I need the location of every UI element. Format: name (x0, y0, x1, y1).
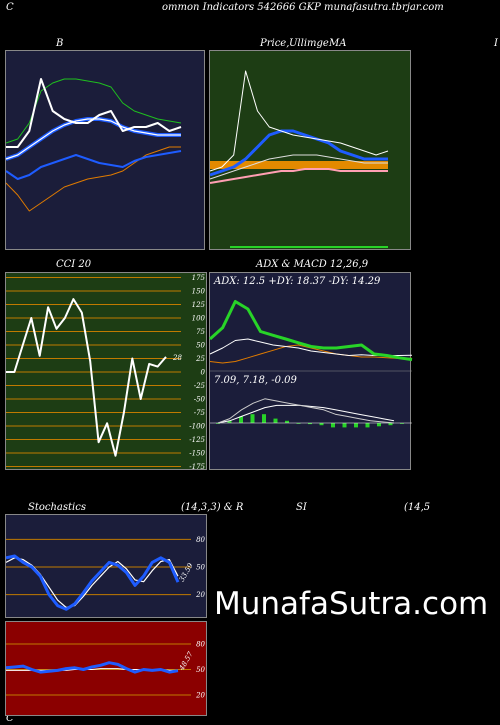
cci-tick-label: 50 (196, 342, 205, 350)
bb-title: B (56, 38, 64, 49)
macd-histogram-bar (319, 423, 324, 426)
cci-tick-label: -100 (189, 423, 205, 431)
watermark: MunafaSutra.com (214, 586, 489, 622)
cci-tick-label: 75 (196, 328, 205, 336)
macd-histogram-bar (239, 416, 243, 423)
bb-average-line (5, 150, 182, 180)
rsi-chart: 80 50 20 48.57 (5, 641, 206, 700)
price-close-line (209, 70, 389, 172)
cci-line (6, 298, 167, 457)
cci-tick-label: -125 (189, 436, 205, 444)
stoch-title: Stochastics (28, 502, 86, 513)
macd-histogram-bar (342, 423, 347, 428)
price-ma-short-line (209, 129, 388, 177)
stoch-k-line (5, 554, 180, 611)
rsi-tick-label: 50 (196, 666, 205, 674)
macd-histogram-bar (227, 420, 232, 423)
macd-histogram-bar (262, 414, 266, 423)
page-title: ommon Indicators 542666 GKP munafasutra.… (162, 2, 444, 13)
rsi-panel: 80 50 20 48.57 (5, 621, 207, 716)
cci-tick-label: 175 (192, 274, 206, 282)
price-volume-baseline (230, 246, 388, 248)
cci-tick-label: 0 (201, 369, 206, 377)
stoch-params: (14,3,3) & R (181, 502, 244, 513)
adx-panel: ADX: 12.5 +DY: 18.37 -DY: 14.29 7.09, 7.… (209, 272, 413, 470)
bb-panel (5, 50, 205, 250)
macd-histogram-bar (354, 423, 358, 428)
macd-histogram-bar (400, 423, 404, 424)
stoch-tick-label: 50 (196, 564, 205, 572)
rsi-tick-label: 20 (195, 692, 205, 700)
macd-line (217, 398, 395, 424)
macd-readout: 7.09, 7.18, -0.09 (214, 375, 297, 386)
macd-signal-line (217, 404, 395, 424)
macd-histogram-bar (377, 423, 381, 427)
macd-histogram-bar (250, 414, 255, 423)
price-edge-letter: I (494, 38, 498, 49)
stoch-tick-label: 80 (196, 536, 205, 544)
price-panel (209, 50, 411, 250)
macd-histogram-bar (296, 423, 301, 424)
price-ma-long-line (209, 168, 388, 184)
header-left-letter: C (6, 2, 14, 13)
adx-line (209, 300, 413, 362)
cci-title: CCI 20 (56, 259, 92, 270)
cci-chart: 175 150 125 100 75 50 25 0 -25 -50 -75 -100 -125 -150… (6, 274, 206, 471)
macd-histogram-bar (365, 423, 370, 428)
rsi-line (5, 661, 179, 674)
macd-histogram-bar (216, 423, 220, 424)
stoch-panel: 80 50 20 33.59 (5, 514, 207, 618)
cci-tick-label: -75 (194, 409, 206, 417)
rsi-current-label: 48.57 (177, 650, 195, 673)
cci-tick-label: 25 (195, 355, 205, 363)
header-right-letter: C (6, 713, 14, 724)
macd-histogram-bar (331, 423, 335, 428)
price-chart (209, 70, 389, 248)
macd-histogram-bar (273, 418, 278, 423)
price-ma-mid-line (209, 154, 388, 180)
macd-histogram-bar (285, 420, 289, 423)
adx-macd-chart (209, 300, 413, 428)
cci-tick-label: 125 (192, 301, 206, 309)
cci-tick-label: -50 (194, 396, 206, 404)
stoch-current-label: 33.59 (178, 561, 195, 583)
bb-price-line (6, 78, 182, 148)
price-title-left: Price, (260, 38, 290, 49)
rsi-title-left: SI (296, 502, 307, 513)
adx-readout: ADX: 12.5 +DY: 18.37 -DY: 14.29 (214, 276, 381, 287)
cci-panel: 175 150 125 100 75 50 25 0 -25 -50 -75 -100 -125 -150… (5, 272, 207, 471)
cci-tick-label: 100 (192, 315, 206, 323)
bb-lower-band-line (5, 146, 181, 212)
cci-current-label: 28 (172, 354, 182, 362)
price-title-overlap: Ullimge (289, 38, 329, 49)
adx-title: ADX & MACD 12,26,9 (256, 259, 369, 270)
macd-histogram-bar (308, 423, 312, 425)
rsi-tick-label: 80 (196, 641, 205, 649)
cci-tick-label: -175 (189, 463, 205, 471)
rsi-params: (14,5 (404, 502, 431, 513)
cci-tick-label: -150 (189, 450, 205, 458)
price-volume-band (210, 161, 388, 169)
cci-tick-label: 150 (192, 288, 206, 296)
price-title-right: MA (329, 38, 347, 49)
macd-histogram-bar (388, 423, 393, 426)
stoch-tick-label: 20 (195, 591, 205, 599)
bb-chart (5, 78, 182, 212)
cci-tick-label: -25 (194, 382, 206, 390)
